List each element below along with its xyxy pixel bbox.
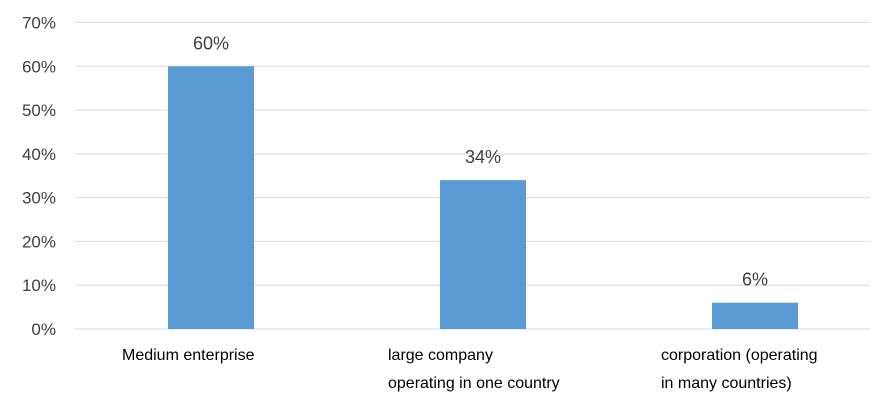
y-axis-tick-labels: 0% 10% 20% 30% 40% 50% 60% 70% <box>22 14 56 340</box>
data-label: 34% <box>465 147 501 167</box>
category-label: operating in one country <box>388 375 560 392</box>
bar <box>440 180 526 329</box>
y-tick-label: 20% <box>22 232 56 251</box>
category-label: large company <box>388 347 493 364</box>
y-tick-label: 0% <box>31 320 56 339</box>
data-label: 60% <box>193 33 229 53</box>
y-tick-label: 30% <box>22 189 56 208</box>
category-label: in many countries) <box>661 375 792 392</box>
y-tick-label: 50% <box>22 101 56 120</box>
y-tick-label: 60% <box>22 57 56 76</box>
category-label: Medium enterprise <box>122 347 255 364</box>
category-label: corporation (operating <box>661 347 818 364</box>
bar <box>712 302 798 329</box>
category-labels: Medium enterprise large company operating … <box>122 347 818 392</box>
bar <box>168 66 254 330</box>
y-tick-label: 40% <box>22 145 56 164</box>
y-tick-label: 70% <box>22 14 56 33</box>
y-tick-label: 10% <box>22 276 56 295</box>
bars <box>168 66 798 330</box>
data-label: 6% <box>742 270 768 290</box>
data-labels: 60% 34% 6% <box>193 33 768 289</box>
